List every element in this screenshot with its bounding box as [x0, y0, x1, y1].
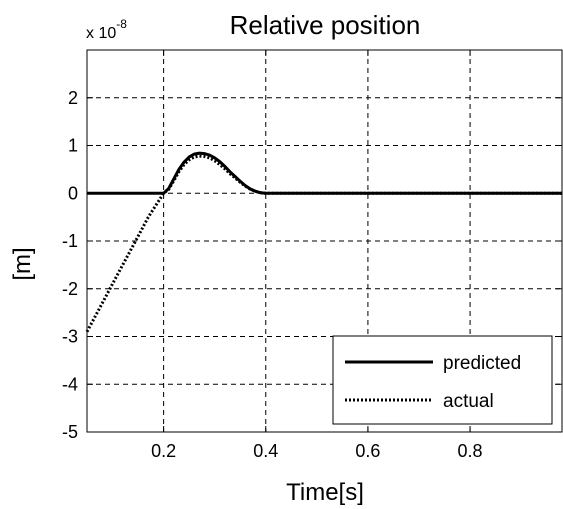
- y-tick-label: 0: [68, 183, 78, 203]
- x-tick-label: 0.4: [253, 441, 278, 461]
- chart-title: Relative position: [230, 10, 421, 40]
- x-tick-label: 0.2: [151, 441, 176, 461]
- y-tick-label: 2: [68, 88, 78, 108]
- x-tick-label: 0.6: [355, 441, 380, 461]
- y-axis-label: [m]: [9, 247, 36, 280]
- series-line-actual: [85, 154, 562, 333]
- y-tick-label: -2: [62, 279, 78, 299]
- y-tick-label: 1: [68, 136, 78, 156]
- legend-label: predicted: [443, 353, 521, 374]
- x-axis-label: Time[s]: [286, 479, 364, 506]
- legend: predicted actual: [332, 335, 553, 425]
- y-exponent: x 10-8: [86, 17, 127, 42]
- legend-label: actual: [443, 391, 494, 412]
- series-line-predicted: [87, 151, 562, 195]
- series-layer: [85, 151, 562, 333]
- legend-box: [332, 335, 553, 425]
- y-exponent-power: -8: [116, 17, 127, 31]
- ticks: 0.2 0.4 0.6 0.8 -5 -4 -3 -2 -1 0 1 2: [62, 50, 562, 461]
- y-tick-label: -4: [62, 374, 78, 394]
- y-exponent-base: x 10: [86, 25, 116, 42]
- x-tick-label: 0.8: [458, 441, 483, 461]
- y-tick-label: -3: [62, 327, 78, 347]
- y-tick-label: -5: [62, 422, 78, 442]
- y-tick-label: -1: [62, 231, 78, 251]
